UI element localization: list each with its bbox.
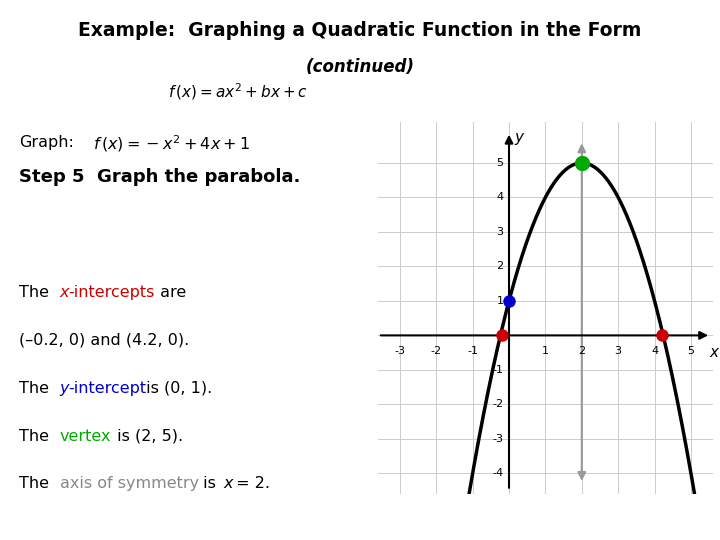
Text: -2: -2 — [492, 400, 503, 409]
Text: Step 5  Graph the parabola.: Step 5 Graph the parabola. — [19, 168, 300, 186]
Text: 5: 5 — [688, 346, 695, 356]
Text: x: x — [223, 476, 233, 491]
Text: 3: 3 — [497, 227, 503, 237]
Text: 2: 2 — [496, 261, 503, 272]
Text: (–0.2, 0) and (4.2, 0).: (–0.2, 0) and (4.2, 0). — [19, 333, 189, 348]
Text: (continued): (continued) — [305, 58, 415, 76]
Text: Graph:: Graph: — [19, 135, 73, 150]
Text: axis of symmetry: axis of symmetry — [60, 476, 199, 491]
Text: -3: -3 — [395, 346, 405, 356]
Text: 1: 1 — [497, 296, 503, 306]
Text: 5: 5 — [497, 158, 503, 168]
Text: 3: 3 — [615, 346, 621, 356]
Text: The: The — [19, 381, 54, 396]
Text: x: x — [710, 345, 719, 360]
Text: 1: 1 — [542, 346, 549, 356]
Text: x: x — [60, 285, 69, 300]
Text: The: The — [19, 476, 54, 491]
Text: PEARSON: PEARSON — [515, 511, 608, 528]
Text: -intercept: -intercept — [68, 381, 147, 396]
Text: = 2.: = 2. — [231, 476, 270, 491]
Text: vertex: vertex — [60, 429, 111, 443]
Text: -4: -4 — [492, 468, 503, 478]
Text: 4: 4 — [496, 192, 503, 202]
Text: -1: -1 — [492, 365, 503, 375]
Text: -1: -1 — [467, 346, 478, 356]
Text: -3: -3 — [492, 434, 503, 444]
Text: $f\,(x) = -x^2 + 4x + 1$: $f\,(x) = -x^2 + 4x + 1$ — [93, 133, 250, 154]
Text: -2: -2 — [431, 346, 442, 356]
Text: is (2, 5).: is (2, 5). — [112, 429, 184, 443]
Text: Example:  Graphing a Quadratic Function in the Form: Example: Graphing a Quadratic Function i… — [78, 21, 642, 40]
Text: are: are — [155, 285, 186, 300]
Text: 4: 4 — [651, 346, 658, 356]
Text: $f\,(x) = ax^2 + bx + c$: $f\,(x) = ax^2 + bx + c$ — [168, 82, 307, 102]
Text: -intercepts: -intercepts — [68, 285, 155, 300]
Text: y: y — [60, 381, 69, 396]
Text: Copyright © 2014, 2010, 2007 Pearson Education, Inc.: Copyright © 2014, 2010, 2007 Pearson Edu… — [128, 515, 376, 524]
Text: is (0, 1).: is (0, 1). — [141, 381, 212, 396]
Text: The: The — [19, 429, 54, 443]
Text: 17: 17 — [666, 511, 688, 529]
Text: 2: 2 — [578, 346, 585, 356]
Text: is: is — [198, 476, 221, 491]
Text: y: y — [515, 130, 523, 145]
Text: The: The — [19, 285, 54, 300]
